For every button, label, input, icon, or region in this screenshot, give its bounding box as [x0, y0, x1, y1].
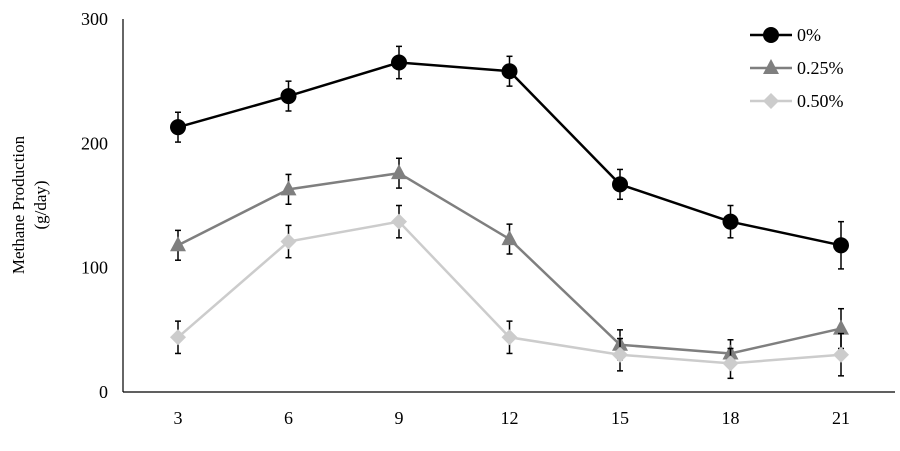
legend-item: 0.25%: [750, 58, 844, 78]
data-point: [391, 213, 407, 230]
legend-label: 0.25%: [797, 58, 844, 78]
data-point: [833, 346, 849, 363]
data-point: [501, 63, 518, 80]
legend-label: 0.50%: [797, 91, 844, 111]
data-point: [722, 213, 739, 230]
data-point: [391, 54, 407, 71]
data-point: [170, 119, 186, 136]
y-tick-label: 200: [81, 133, 108, 153]
y-axis-unit: (g/day): [31, 180, 50, 229]
y-tick-label: 0: [99, 382, 108, 402]
legend-marker: [763, 27, 779, 43]
data-point: [501, 230, 518, 246]
x-tick-label: 21: [832, 408, 850, 428]
y-tick-label: 100: [81, 258, 108, 278]
data-point: [722, 355, 739, 372]
legend-item: 0.50%: [750, 91, 844, 111]
x-tick-label: 18: [722, 408, 740, 428]
legend-item: 0%: [750, 25, 821, 45]
y-tick-label: 300: [81, 9, 108, 29]
series-line: [177, 61, 842, 247]
legend-marker: [763, 93, 779, 109]
data-point: [833, 319, 849, 335]
x-tick-label: 6: [284, 408, 293, 428]
series-0.50%: [170, 204, 849, 380]
data-point: [501, 329, 518, 346]
x-tick-label: 3: [174, 408, 183, 428]
series-0%: [170, 45, 849, 270]
data-point: [612, 176, 628, 193]
x-tick-label: 12: [501, 408, 519, 428]
data-point: [170, 329, 186, 346]
x-tick-label: 9: [395, 408, 404, 428]
data-point: [280, 180, 297, 196]
y-axis-label: Methane Production: [9, 135, 28, 274]
data-point: [280, 88, 297, 105]
legend-marker: [763, 59, 779, 74]
legend: 0% 0.25% 0.50%: [750, 25, 844, 111]
x-tick-label: 15: [611, 408, 629, 428]
legend-label: 0%: [797, 25, 821, 45]
data-point: [391, 164, 407, 180]
data-point: [833, 237, 849, 254]
data-point: [170, 236, 186, 252]
data-point: [280, 233, 297, 250]
data-point: [612, 346, 628, 363]
y-axis-title: Methane Production (g/day): [9, 135, 50, 274]
